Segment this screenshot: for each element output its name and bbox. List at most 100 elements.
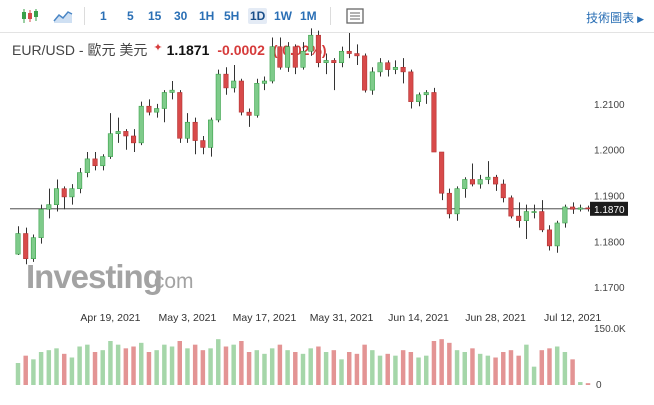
candle[interactable] <box>77 168 83 194</box>
candle[interactable] <box>570 202 576 214</box>
timeframe-1d[interactable]: 1D <box>248 8 268 24</box>
candle[interactable] <box>285 42 291 72</box>
candle[interactable] <box>208 117 214 157</box>
candle[interactable] <box>92 152 98 171</box>
candle[interactable] <box>131 129 137 153</box>
candle[interactable] <box>215 69 221 123</box>
candle[interactable] <box>416 92 422 107</box>
candle[interactable] <box>246 108 252 127</box>
candle[interactable] <box>261 76 268 91</box>
candle[interactable] <box>423 90 429 104</box>
candle[interactable] <box>154 103 160 118</box>
candle[interactable] <box>431 87 437 153</box>
candle[interactable] <box>238 78 244 116</box>
volume-bar <box>439 339 444 385</box>
candle[interactable] <box>100 154 106 171</box>
candle[interactable] <box>493 174 499 191</box>
candle-body <box>446 192 452 215</box>
table-icon[interactable] <box>345 6 365 26</box>
candle[interactable] <box>84 152 90 178</box>
candle[interactable] <box>562 204 568 228</box>
candle[interactable] <box>138 101 144 146</box>
candle[interactable] <box>292 44 298 75</box>
candle[interactable] <box>123 129 129 150</box>
timeframe-1h[interactable]: 1H <box>199 9 215 23</box>
candlestick-icon[interactable] <box>20 6 40 26</box>
candle[interactable] <box>169 81 175 100</box>
timeframe-30[interactable]: 30 <box>174 9 188 23</box>
candle[interactable] <box>184 113 190 143</box>
candle[interactable] <box>53 179 60 212</box>
candle[interactable] <box>577 204 583 212</box>
candle[interactable] <box>38 204 44 244</box>
candle[interactable] <box>23 227 29 265</box>
candle[interactable] <box>30 234 36 262</box>
candle[interactable] <box>231 65 237 93</box>
candle[interactable] <box>323 53 329 75</box>
candle[interactable] <box>277 37 283 70</box>
candle[interactable] <box>146 99 152 116</box>
timeframe-1m[interactable]: 1M <box>300 9 317 23</box>
candle[interactable] <box>161 90 167 123</box>
volume-bar <box>454 350 460 385</box>
technical-chart-link[interactable]: 技術圖表 ▶ <box>586 11 644 25</box>
candle[interactable] <box>338 46 345 68</box>
candle-body <box>77 172 83 189</box>
candle[interactable] <box>200 135 206 155</box>
candle[interactable] <box>523 204 529 240</box>
timeframe-1w[interactable]: 1W <box>274 9 292 23</box>
area-chart-icon[interactable] <box>53 6 73 26</box>
candle[interactable] <box>439 151 445 201</box>
candle[interactable] <box>269 37 275 84</box>
candle[interactable] <box>485 161 491 185</box>
candle[interactable] <box>107 113 113 159</box>
candle[interactable] <box>477 174 483 189</box>
candle[interactable] <box>331 58 337 91</box>
candle[interactable] <box>254 78 260 118</box>
candle-body <box>508 197 514 217</box>
candle[interactable] <box>546 225 553 251</box>
candle[interactable] <box>539 200 545 233</box>
volume-bar <box>470 348 475 385</box>
candle[interactable] <box>315 30 321 68</box>
candle[interactable] <box>508 195 514 219</box>
candle[interactable] <box>469 163 475 187</box>
candle[interactable] <box>385 60 391 77</box>
candle[interactable] <box>377 58 383 77</box>
volume-bar <box>447 342 452 385</box>
candle[interactable] <box>223 67 229 95</box>
candle[interactable] <box>354 44 360 65</box>
candle[interactable] <box>400 58 406 84</box>
timeframe-15[interactable]: 15 <box>148 9 162 23</box>
volume-bar <box>177 341 182 385</box>
candle[interactable] <box>346 32 352 59</box>
candle[interactable] <box>554 220 560 253</box>
candle-body <box>493 176 499 185</box>
candle[interactable] <box>531 204 537 219</box>
candle[interactable] <box>192 117 198 155</box>
candle-body <box>477 179 483 185</box>
candle[interactable] <box>369 67 375 95</box>
timeframe-1[interactable]: 1 <box>100 9 107 23</box>
candle[interactable] <box>61 186 67 210</box>
candle[interactable] <box>308 28 314 56</box>
candle-body <box>485 176 491 180</box>
candle[interactable] <box>516 202 522 228</box>
candle[interactable] <box>177 90 183 143</box>
candle[interactable] <box>362 53 368 93</box>
candle[interactable] <box>115 117 121 143</box>
star-icon[interactable]: ✦ <box>153 42 163 54</box>
candle[interactable] <box>585 205 591 212</box>
candle[interactable] <box>408 69 414 109</box>
candle[interactable] <box>500 179 506 203</box>
candle[interactable] <box>446 188 452 219</box>
candle[interactable] <box>454 186 460 221</box>
candle[interactable] <box>462 177 468 198</box>
candle[interactable] <box>69 184 75 205</box>
candle[interactable] <box>300 42 306 70</box>
timeframe-5h[interactable]: 5H <box>224 9 240 23</box>
candle[interactable] <box>392 60 398 75</box>
candle[interactable] <box>15 226 21 256</box>
candle[interactable] <box>46 188 52 219</box>
timeframe-5[interactable]: 5 <box>127 9 134 23</box>
